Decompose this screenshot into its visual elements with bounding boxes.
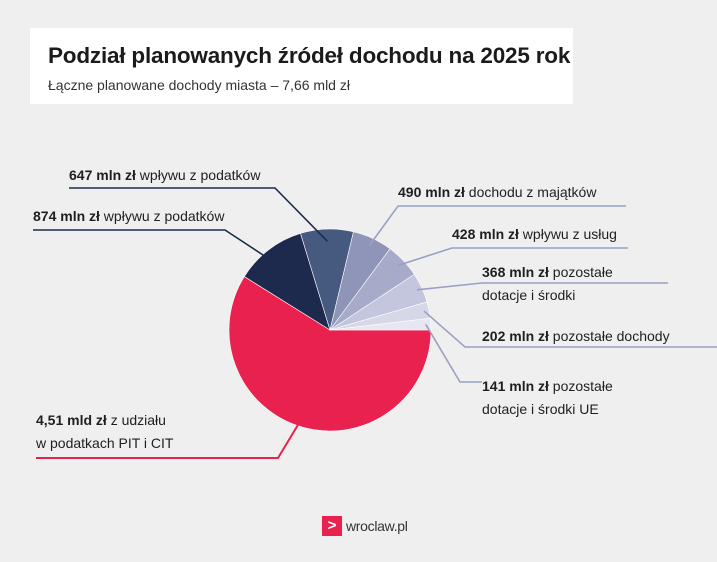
leader-lines — [33, 187, 717, 459]
title-box: Podział planowanych źródeł dochodu na 20… — [30, 28, 573, 104]
logo-text: wroclaw.pl — [346, 518, 408, 534]
leader-line — [33, 229, 283, 269]
slice-label: 368 mln zł pozostałe — [482, 264, 613, 280]
leader-line — [36, 409, 309, 459]
logo-arrow-icon: > — [322, 516, 342, 536]
leader-line — [423, 310, 717, 348]
pie-slices — [228, 228, 432, 432]
slice-label-line: dotacje i środki UE — [482, 401, 599, 417]
slice-label: 141 mln zł pozostałe — [482, 378, 613, 394]
slice-label-line: w podatkach PIT i CIT — [35, 435, 174, 451]
slice-label: 647 mln zł wpływu z podatków — [69, 167, 261, 183]
slice-label: 490 mln zł dochodu z majątków — [398, 184, 597, 200]
slice-labels: 4,51 mld zł z udziału w podatkach PIT i C… — [33, 167, 670, 451]
slice-label-line: dotacje i środki — [482, 287, 575, 303]
leader-line — [397, 247, 628, 267]
chart-subtitle: Łączne planowane dochody miasta – 7,66 m… — [48, 77, 350, 93]
slice-label: 4,51 mld zł z udziału — [36, 412, 166, 428]
slice-label: 202 mln zł pozostałe dochody — [482, 328, 670, 344]
slice-label: 428 mln zł wpływu z usług — [452, 226, 617, 242]
leader-line — [425, 324, 482, 383]
wroclaw-logo: > wroclaw.pl — [322, 516, 408, 536]
pie-slice — [329, 318, 432, 331]
pie-slice — [228, 276, 432, 432]
slice-label: 874 mln zł wpływu z podatków — [33, 208, 225, 224]
leader-line — [417, 282, 668, 291]
chart-title: Podział planowanych źródeł dochodu na 20… — [48, 43, 571, 68]
leader-line — [368, 205, 626, 247]
leader-line — [69, 187, 328, 242]
